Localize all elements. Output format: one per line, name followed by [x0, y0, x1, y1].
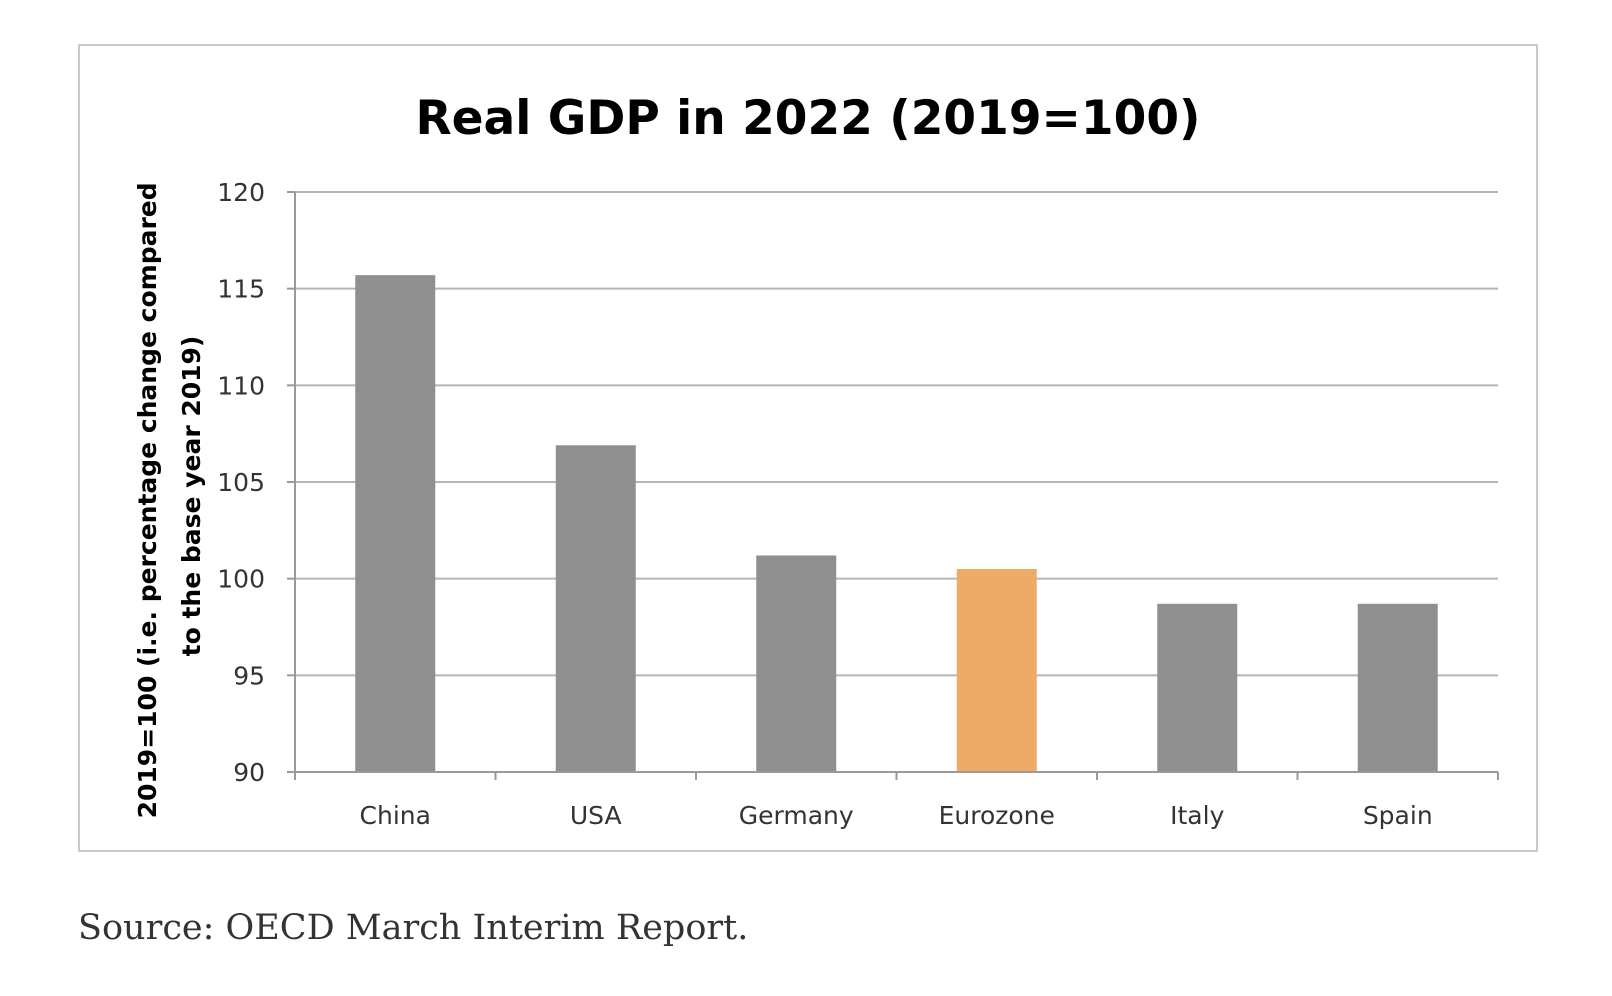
- y-tick-label-105: 105: [217, 468, 265, 497]
- bars: [355, 275, 1438, 772]
- y-tick-label-90: 90: [233, 758, 265, 787]
- y-axis-label-line-1: 2019=100 (i.e. percentage change compare…: [133, 182, 162, 818]
- x-category-label-italy: Italy: [1170, 801, 1224, 830]
- y-tick-label-120: 120: [217, 178, 265, 207]
- chart-title: Real GDP in 2022 (2019=100): [415, 91, 1200, 146]
- axes: [287, 191, 1499, 780]
- x-category-label-germany: Germany: [739, 801, 854, 830]
- y-tick-label-100: 100: [217, 565, 265, 594]
- gridlines: [295, 191, 1498, 677]
- bar-usa: [555, 445, 636, 772]
- bar-italy: [1157, 603, 1238, 772]
- y-tick-label-95: 95: [233, 661, 265, 690]
- x-category-label-china: China: [360, 801, 431, 830]
- x-category-labels: China USA Germany Eurozone Italy Spain: [360, 801, 1433, 830]
- x-category-label-spain: Spain: [1363, 801, 1433, 830]
- y-axis-label-line-2: to the base year 2019): [177, 336, 206, 657]
- y-tick-label-110: 110: [217, 371, 265, 400]
- bar-spain: [1357, 603, 1438, 772]
- bar-eurozone: [956, 569, 1037, 772]
- y-tick-labels: 90 95 100 105 110 115 120: [217, 178, 265, 787]
- y-axis-label: 2019=100 (i.e. percentage change compare…: [133, 174, 206, 819]
- bar-china: [355, 275, 436, 772]
- source-note: Source: OECD March Interim Report.: [78, 908, 749, 948]
- x-category-label-eurozone: Eurozone: [939, 801, 1055, 830]
- x-category-label-usa: USA: [570, 801, 622, 830]
- y-tick-label-115: 115: [217, 275, 265, 304]
- bar-germany: [756, 555, 837, 772]
